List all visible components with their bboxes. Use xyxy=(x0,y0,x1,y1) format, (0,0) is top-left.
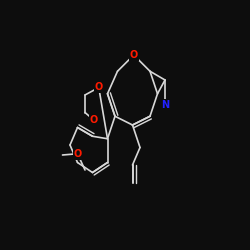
Text: N: N xyxy=(161,100,169,110)
Text: O: O xyxy=(74,149,82,159)
Text: O: O xyxy=(90,115,98,125)
Text: O: O xyxy=(94,82,103,92)
Text: O: O xyxy=(130,50,138,60)
